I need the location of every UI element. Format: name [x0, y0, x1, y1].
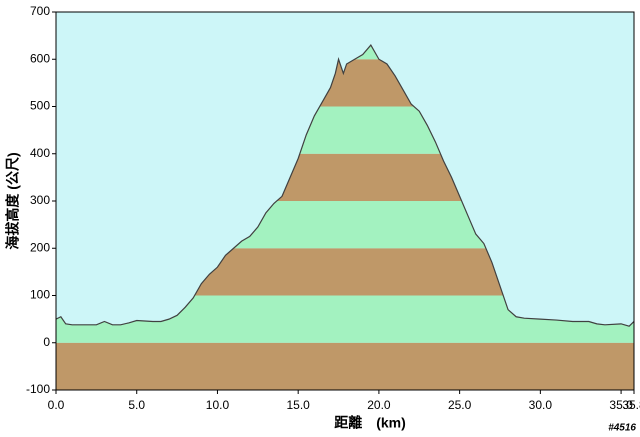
y-tick-label: 0: [43, 335, 50, 349]
x-tick-label: 15.0: [286, 398, 310, 412]
x-tick-label: 25.0: [448, 398, 472, 412]
y-axis-title: 海拔高度 (公尺): [5, 152, 21, 249]
x-tick-label: 5.0: [128, 398, 145, 412]
y-tick-label: 300: [30, 193, 50, 207]
band: [56, 342, 634, 390]
watermark: #4516: [608, 423, 636, 434]
y-tick-label: 600: [30, 51, 50, 65]
y-tick-label: -100: [26, 382, 50, 396]
x-tick-label: 35.0: [609, 398, 633, 412]
x-tick-label: 35.8: [622, 398, 640, 412]
x-tick-label: 20.0: [367, 398, 391, 412]
y-tick-label: 700: [30, 4, 50, 18]
x-tick-label: 0.0: [48, 398, 65, 412]
y-tick-label: 400: [30, 146, 50, 160]
x-tick-label: 30.0: [529, 398, 553, 412]
x-tick-label: 10.0: [206, 398, 230, 412]
y-tick-label: 100: [30, 288, 50, 302]
y-tick-label: 200: [30, 240, 50, 254]
elevation-line: [55, 44, 635, 327]
y-tick-label: 500: [30, 99, 50, 113]
x-axis-title: 距離 (km): [334, 415, 406, 431]
